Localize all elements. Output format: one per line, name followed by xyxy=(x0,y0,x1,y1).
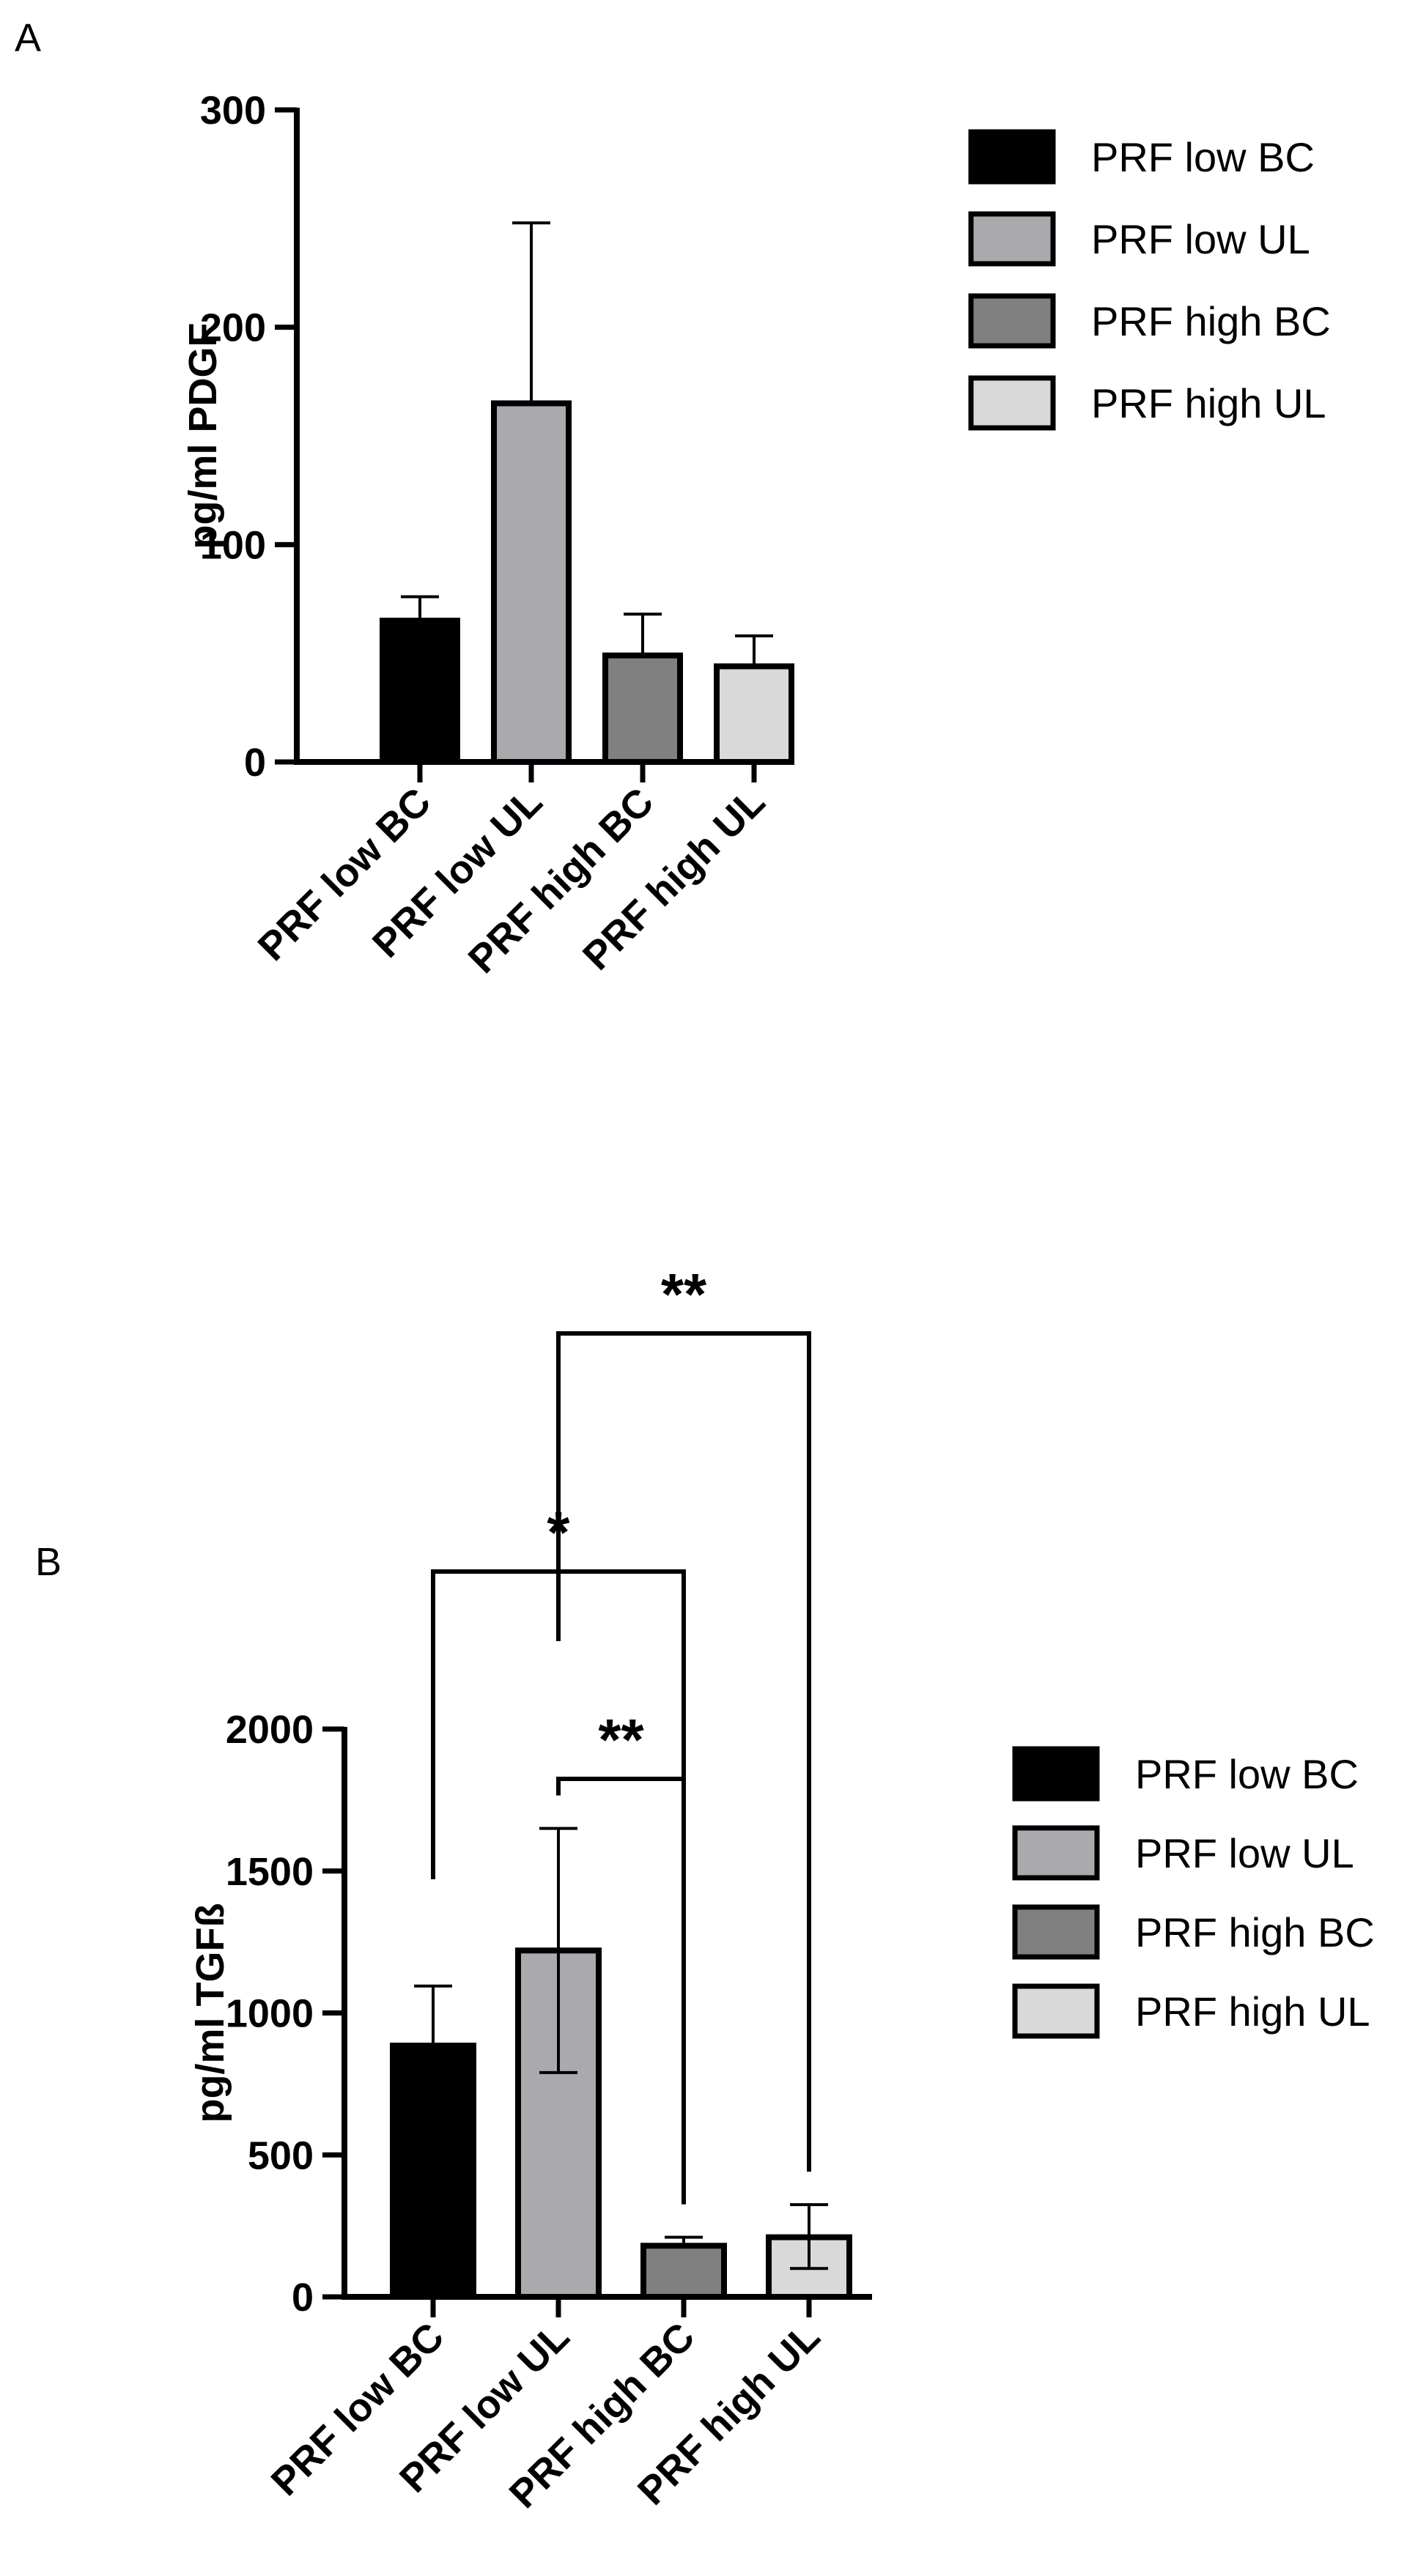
panel-letter: B xyxy=(35,1540,62,1584)
legend-item-3: PRF high BC xyxy=(968,293,1331,349)
significance-bracket-3: ** xyxy=(556,1262,811,2172)
y-tick-label: 1500 xyxy=(226,1850,314,1894)
y-tick-label: 2000 xyxy=(226,1708,314,1752)
legend-item-2: PRF low UL xyxy=(968,211,1310,267)
legend-item-1: PRF low BC xyxy=(968,129,1315,185)
bar-3 xyxy=(640,2243,727,2300)
legend-swatch xyxy=(968,375,1056,431)
y-tick-label: 200 xyxy=(200,306,266,350)
legend-label: PRF high BC xyxy=(1091,298,1331,344)
legend-swatch xyxy=(1012,1825,1100,1881)
y-tick-label: 0 xyxy=(244,741,266,785)
significance-line xyxy=(556,1331,811,2172)
legend-swatch xyxy=(1012,1983,1100,2039)
legend-item-4: PRF high UL xyxy=(968,375,1326,431)
legend-swatch xyxy=(1012,1904,1100,1960)
legend-label: PRF high UL xyxy=(1091,380,1326,426)
bar-2 xyxy=(491,400,572,765)
y-tick-label: 0 xyxy=(292,2276,314,2320)
legend: PRF low BC PRF low UL PRF high BC PRF high … xyxy=(968,129,1331,431)
significance-label: ** xyxy=(661,1262,707,1327)
legend-label: PRF low BC xyxy=(1091,134,1315,180)
legend-label: PRF high UL xyxy=(1135,1988,1370,2035)
bar-1 xyxy=(390,2043,476,2300)
legend: PRF low BC PRF low UL PRF high BC PRF high … xyxy=(1012,1746,1375,2039)
legend-item-1: PRF low BC xyxy=(1012,1746,1359,1802)
error-bar-2 xyxy=(539,1826,577,2074)
y-axis-label: pg/ml PDGF xyxy=(181,323,225,549)
legend-item-3: PRF high BC xyxy=(1012,1904,1375,1960)
error-bar-2 xyxy=(512,221,550,404)
y-tick-label: 1000 xyxy=(226,1992,314,2036)
y-tick-label: 500 xyxy=(248,2133,314,2177)
bar-1 xyxy=(380,618,460,766)
y-axis-label: pg/ml TGFß xyxy=(188,1903,232,2123)
legend-label: PRF low UL xyxy=(1135,1830,1354,1876)
legend-swatch xyxy=(968,293,1056,349)
legend-swatch xyxy=(968,129,1056,185)
error-bar-3 xyxy=(624,612,662,656)
error-bar-4 xyxy=(735,634,773,667)
legend-label: PRF low BC xyxy=(1135,1751,1359,1797)
legend-swatch xyxy=(1012,1746,1100,1802)
significance-label: ** xyxy=(598,1707,644,1772)
panel-letter: A xyxy=(15,16,41,60)
error-bar-4 xyxy=(790,2203,828,2270)
bar-4 xyxy=(714,663,794,766)
legend-swatch xyxy=(968,211,1056,267)
chart-panel-a: A 0 100 200 300 PRF low BC PRF low UL PRF high … xyxy=(15,16,1331,982)
legend-item-4: PRF high UL xyxy=(1012,1983,1370,2039)
legend-item-2: PRF low UL xyxy=(1012,1825,1354,1881)
legend-label: PRF high BC xyxy=(1135,1909,1375,1955)
y-tick-label: 100 xyxy=(200,523,266,567)
y-tick-label: 300 xyxy=(200,89,266,133)
error-bar-1 xyxy=(414,1984,452,2046)
error-bar-1 xyxy=(401,595,439,621)
error-bar-3 xyxy=(665,2235,703,2246)
legend-label: PRF low UL xyxy=(1091,216,1310,262)
bar-3 xyxy=(602,652,683,766)
